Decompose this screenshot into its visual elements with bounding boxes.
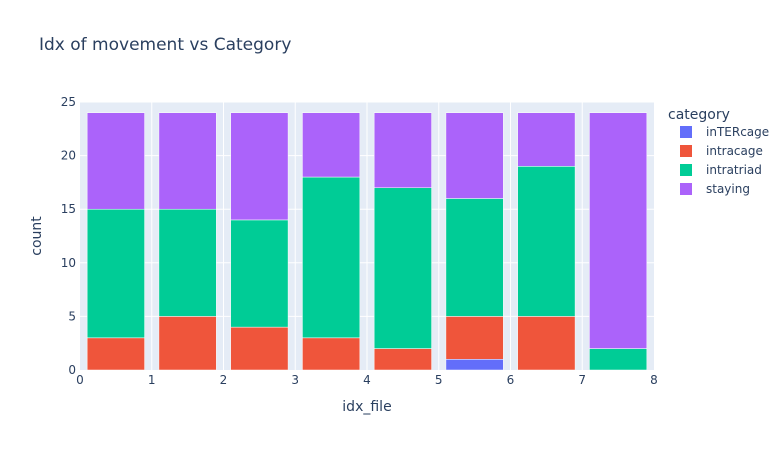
bar-intracage-2[interactable] <box>230 326 289 371</box>
y-axis-title: count <box>29 216 45 256</box>
bar-intracage-3[interactable] <box>302 337 361 371</box>
tick-labels: 0 5 10 15 20 25 0 1 2 3 4 5 6 7 8 <box>61 95 658 387</box>
x-tick-label: 3 <box>291 373 299 387</box>
x-tick-label: 6 <box>507 373 515 387</box>
bar-intratriad-6[interactable] <box>517 166 576 317</box>
y-tick-label: 15 <box>61 202 76 216</box>
x-tick-label: 0 <box>76 373 84 387</box>
bar-staying-2[interactable] <box>230 112 289 221</box>
legend-swatch-intercage[interactable] <box>680 126 692 138</box>
x-tick-label: 4 <box>363 373 371 387</box>
legend-swatch-staying[interactable] <box>680 183 692 195</box>
bar-staying-7[interactable] <box>589 112 648 349</box>
x-tick-label: 8 <box>650 373 658 387</box>
bar-intratriad-4[interactable] <box>373 187 432 349</box>
bar-intercage-5[interactable] <box>445 359 504 371</box>
bar-intracage-6[interactable] <box>517 316 576 371</box>
legend-label-staying[interactable]: staying <box>706 182 750 196</box>
legend-label-intratriad[interactable]: intratriad <box>706 163 762 177</box>
bar-intratriad-0[interactable] <box>86 208 145 339</box>
legend-swatch-intratriad[interactable] <box>680 164 692 176</box>
x-tick-label: 2 <box>220 373 228 387</box>
bar-intracage-5[interactable] <box>445 316 504 360</box>
legend-label-intracage[interactable]: intracage <box>706 144 763 158</box>
bar-staying-3[interactable] <box>302 112 361 178</box>
bar-intratriad-2[interactable] <box>230 219 289 328</box>
bar-staying-6[interactable] <box>517 112 576 167</box>
bar-intracage-0[interactable] <box>86 337 145 371</box>
bar-intratriad-3[interactable] <box>302 176 361 339</box>
bar-staying-5[interactable] <box>445 112 504 199</box>
bar-intratriad-7[interactable] <box>589 348 648 371</box>
y-tick-label: 20 <box>61 149 76 163</box>
x-tick-label: 5 <box>435 373 443 387</box>
bars <box>86 112 648 371</box>
y-tick-label: 5 <box>68 309 76 323</box>
x-tick-label: 7 <box>578 373 586 387</box>
y-tick-label: 10 <box>61 256 76 270</box>
bar-staying-0[interactable] <box>86 112 145 210</box>
x-axis-title: idx_file <box>342 399 391 415</box>
legend-label-intercage[interactable]: inTERcage <box>706 125 769 139</box>
y-tick-label: 0 <box>68 363 76 377</box>
x-tick-label: 1 <box>148 373 156 387</box>
bar-intratriad-1[interactable] <box>158 208 217 317</box>
bar-staying-4[interactable] <box>373 112 432 189</box>
y-tick-label: 25 <box>61 95 76 109</box>
legend: category inTERcage intracage intratriad sta… <box>668 107 769 196</box>
legend-title: category <box>668 107 730 123</box>
bar-intracage-4[interactable] <box>373 348 432 371</box>
chart-title: Idx of movement vs Category <box>39 35 291 55</box>
bar-intracage-1[interactable] <box>158 316 217 371</box>
legend-swatch-intracage[interactable] <box>680 145 692 157</box>
bar-intratriad-5[interactable] <box>445 198 504 317</box>
bar-staying-1[interactable] <box>158 112 217 210</box>
